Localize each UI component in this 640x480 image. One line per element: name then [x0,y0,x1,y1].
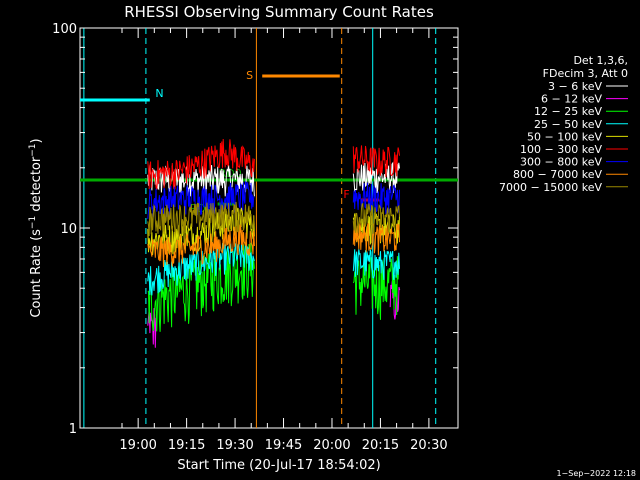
y-axis-label-sup-1: −1 [28,216,38,229]
series-line-1-seg-1 [389,281,401,320]
series-line-8-seg-1 [352,202,400,235]
plot-timestamp: 1−Sep−2022 12:18 [556,469,636,478]
y-axis-label: Count Rate (s−1 detector−1) [28,138,44,317]
series-line-2-seg-0 [147,242,255,332]
flag-label-n: N [155,87,163,100]
y-axis-label-part-3: ) [29,138,44,143]
series-line-5-seg-1 [352,145,400,178]
legend-label: 7000 − 15000 keV [499,181,602,194]
flag-label-f: F [343,188,349,201]
x-tick-label: 19:30 [216,438,253,453]
series-line-8-seg-0 [147,201,255,237]
legend-label: 800 − 7000 keV [513,168,602,181]
x-tick-label: 19:00 [119,438,156,453]
y-axis-label-sup-2: −1 [28,143,38,156]
y-tick-label: 100 [52,22,77,37]
y-tick-label: 1 [69,422,77,437]
series-line-0-seg-1 [352,161,400,194]
x-axis-ticks: 19:00 19:15 19:30 19:45 20:00 20:15 20:30 [119,28,448,453]
series-line-7-seg-0 [147,224,255,268]
x-tick-label: 20:30 [410,438,447,453]
y-axis-ticks: 1 10 100 [52,22,458,437]
vertical-markers [83,28,437,428]
series-line-3-seg-1 [352,249,400,281]
legend-label: 3 − 6 keV [548,80,602,93]
series-line-4-seg-1 [352,213,400,246]
series-line-7-seg-1 [352,221,400,256]
legend-label: 300 − 800 keV [520,156,602,169]
x-tick-label: 19:15 [168,438,205,453]
legend-header-line-2: FDecim 3, Att 0 [543,67,628,80]
x-tick-label: 19:45 [265,438,302,453]
y-axis-label-part-2: detector [29,156,44,216]
y-tick-label: 10 [60,222,77,237]
x-tick-label: 20:00 [313,438,350,453]
series-line-5-seg-0 [147,138,255,190]
x-tick-label: 20:15 [362,438,399,453]
x-axis-label: Start Time (20-Jul-17 18:54:02) [177,458,380,473]
series-line-6-seg-0 [147,180,255,219]
series-line-3-seg-0 [147,241,255,296]
legend-label: 12 − 25 keV [534,105,602,118]
legend-label: 100 − 300 keV [520,143,602,156]
flag-label-s: S [246,69,253,82]
series-line-6-seg-1 [352,182,400,215]
y-axis-label-part-1: Count Rate (s [29,229,44,318]
chart-title: RHESSI Observing Summary Count Rates [124,3,434,21]
legend-header-line-1: Det 1,3,6, [573,54,628,67]
legend-label: 25 − 50 keV [534,118,602,131]
series-group [147,138,401,348]
legend-label: 6 − 12 keV [541,93,602,106]
legend-label: 50 − 100 keV [527,130,602,143]
